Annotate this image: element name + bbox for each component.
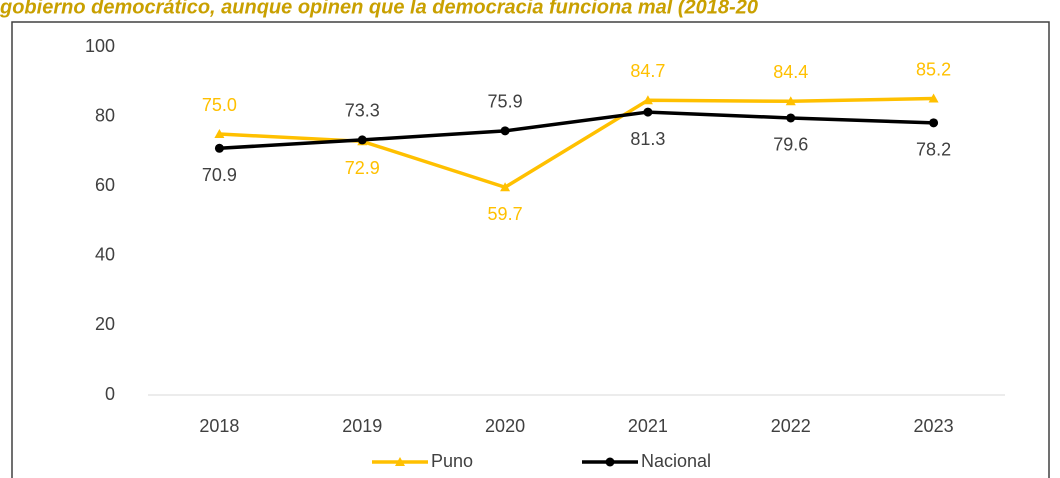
data-label: 72.9	[345, 158, 380, 178]
data-label: 84.7	[630, 61, 665, 81]
marker	[395, 457, 405, 466]
marker	[643, 107, 653, 117]
marker	[929, 118, 939, 128]
y-tick-label: 0	[105, 384, 115, 404]
marker	[214, 129, 225, 138]
marker	[214, 143, 224, 153]
data-label: 84.4	[773, 62, 808, 82]
x-tick-label: 2021	[628, 416, 668, 436]
x-tick-label: 2018	[199, 416, 239, 436]
marker	[786, 113, 796, 123]
data-label: 75.0	[202, 95, 237, 115]
y-tick-label: 100	[85, 36, 115, 56]
x-tick-label: 2019	[342, 416, 382, 436]
x-tick-label: 2022	[771, 416, 811, 436]
legend-label: Nacional	[641, 451, 711, 471]
marker	[500, 126, 510, 136]
x-tick-label: 2023	[914, 416, 954, 436]
line	[219, 110, 934, 151]
y-tick-label: 20	[95, 314, 115, 334]
marker	[500, 182, 511, 192]
data-label: 79.6	[773, 135, 808, 155]
y-tick-label: 40	[95, 245, 115, 265]
data-label: 78.2	[916, 140, 951, 160]
data-label: 81.3	[630, 129, 665, 149]
data-label: 75.9	[488, 92, 523, 112]
data-label: 70.9	[202, 165, 237, 185]
data-label: 85.2	[916, 59, 951, 79]
marker	[605, 457, 615, 467]
marker	[357, 135, 367, 145]
data-label: 59.7	[488, 204, 523, 224]
marker	[928, 93, 939, 103]
y-tick-label: 60	[95, 175, 115, 195]
x-tick-label: 2020	[485, 416, 525, 436]
y-tick-label: 80	[95, 105, 115, 125]
chart-frame	[11, 21, 1050, 478]
marker	[642, 95, 653, 105]
data-label: 73.3	[345, 101, 380, 121]
marker	[785, 96, 796, 106]
legend-label: Puno	[431, 451, 473, 471]
chart-title: gobierno democrático, aunque opinen que …	[0, 0, 758, 18]
